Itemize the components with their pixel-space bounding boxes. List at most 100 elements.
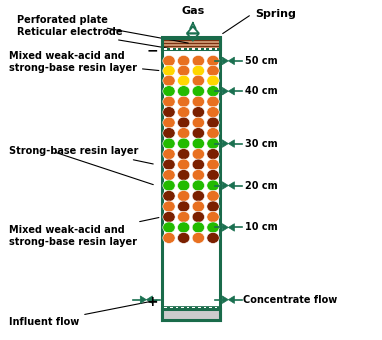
Circle shape <box>207 211 219 222</box>
Circle shape <box>163 180 175 191</box>
Bar <box>164 49 167 50</box>
Circle shape <box>178 233 190 243</box>
Circle shape <box>178 117 190 128</box>
Bar <box>181 49 184 50</box>
Circle shape <box>207 107 219 118</box>
Bar <box>162 39 220 41</box>
Circle shape <box>163 211 175 222</box>
Circle shape <box>192 117 204 128</box>
Circle shape <box>192 159 204 170</box>
Bar <box>162 47 220 49</box>
Circle shape <box>178 75 190 86</box>
Circle shape <box>192 190 204 202</box>
Bar <box>204 307 206 308</box>
Circle shape <box>178 96 190 107</box>
Circle shape <box>207 190 219 202</box>
Circle shape <box>163 107 175 118</box>
Circle shape <box>163 65 175 76</box>
Circle shape <box>207 96 219 107</box>
Circle shape <box>178 128 190 139</box>
Circle shape <box>178 211 190 222</box>
Bar <box>162 309 220 320</box>
Polygon shape <box>146 296 152 303</box>
Bar <box>162 37 220 320</box>
Polygon shape <box>222 140 228 147</box>
Bar <box>162 38 220 49</box>
Polygon shape <box>222 224 228 231</box>
Text: Mixed weak-acid and
strong-base resin layer: Mixed weak-acid and strong-base resin la… <box>9 218 159 246</box>
Circle shape <box>163 96 175 107</box>
Bar <box>162 38 220 39</box>
Polygon shape <box>140 296 146 303</box>
Bar <box>204 49 206 50</box>
Circle shape <box>163 159 175 170</box>
Circle shape <box>192 211 204 222</box>
Polygon shape <box>228 57 235 65</box>
Circle shape <box>192 65 204 76</box>
Bar <box>215 49 217 50</box>
Circle shape <box>192 149 204 159</box>
Circle shape <box>192 55 204 66</box>
Polygon shape <box>222 57 228 65</box>
Circle shape <box>163 138 175 149</box>
Circle shape <box>163 170 175 181</box>
Circle shape <box>207 233 219 243</box>
Circle shape <box>178 222 190 233</box>
Bar <box>164 307 167 308</box>
Circle shape <box>163 233 175 243</box>
Bar <box>187 49 189 50</box>
Circle shape <box>163 75 175 86</box>
Text: 20 cm: 20 cm <box>245 181 278 190</box>
Circle shape <box>192 96 204 107</box>
Bar <box>170 307 173 308</box>
Circle shape <box>207 128 219 139</box>
Circle shape <box>163 55 175 66</box>
Circle shape <box>207 201 219 212</box>
Circle shape <box>178 159 190 170</box>
Circle shape <box>163 117 175 128</box>
Text: Strong-base resin layer: Strong-base resin layer <box>9 147 153 164</box>
Circle shape <box>163 201 175 212</box>
Bar <box>162 48 220 50</box>
Text: 40 cm: 40 cm <box>245 86 278 96</box>
Polygon shape <box>228 87 235 95</box>
Circle shape <box>163 128 175 139</box>
Circle shape <box>192 128 204 139</box>
Circle shape <box>163 222 175 233</box>
Circle shape <box>207 55 219 66</box>
Bar <box>198 307 201 308</box>
Circle shape <box>163 190 175 202</box>
Circle shape <box>192 86 204 97</box>
Circle shape <box>207 86 219 97</box>
Bar <box>193 49 195 50</box>
Polygon shape <box>222 87 228 95</box>
Polygon shape <box>228 182 235 189</box>
Circle shape <box>178 190 190 202</box>
Circle shape <box>207 138 219 149</box>
Circle shape <box>192 170 204 181</box>
Bar <box>176 307 178 308</box>
Circle shape <box>178 107 190 118</box>
Bar <box>198 49 201 50</box>
Circle shape <box>163 86 175 97</box>
Circle shape <box>207 75 219 86</box>
Text: Reticular electrode: Reticular electrode <box>16 27 176 50</box>
Bar <box>162 46 220 47</box>
Circle shape <box>207 170 219 181</box>
Circle shape <box>192 222 204 233</box>
Circle shape <box>178 170 190 181</box>
Bar <box>215 307 217 308</box>
Circle shape <box>192 75 204 86</box>
Bar <box>170 49 173 50</box>
Text: −: − <box>146 43 158 57</box>
Circle shape <box>178 180 190 191</box>
Circle shape <box>207 159 219 170</box>
Circle shape <box>178 86 190 97</box>
Circle shape <box>178 65 190 76</box>
Text: 10 cm: 10 cm <box>245 222 278 233</box>
Bar <box>209 307 212 308</box>
Circle shape <box>178 138 190 149</box>
Circle shape <box>207 222 219 233</box>
Text: 30 cm: 30 cm <box>245 139 278 149</box>
Circle shape <box>192 138 204 149</box>
